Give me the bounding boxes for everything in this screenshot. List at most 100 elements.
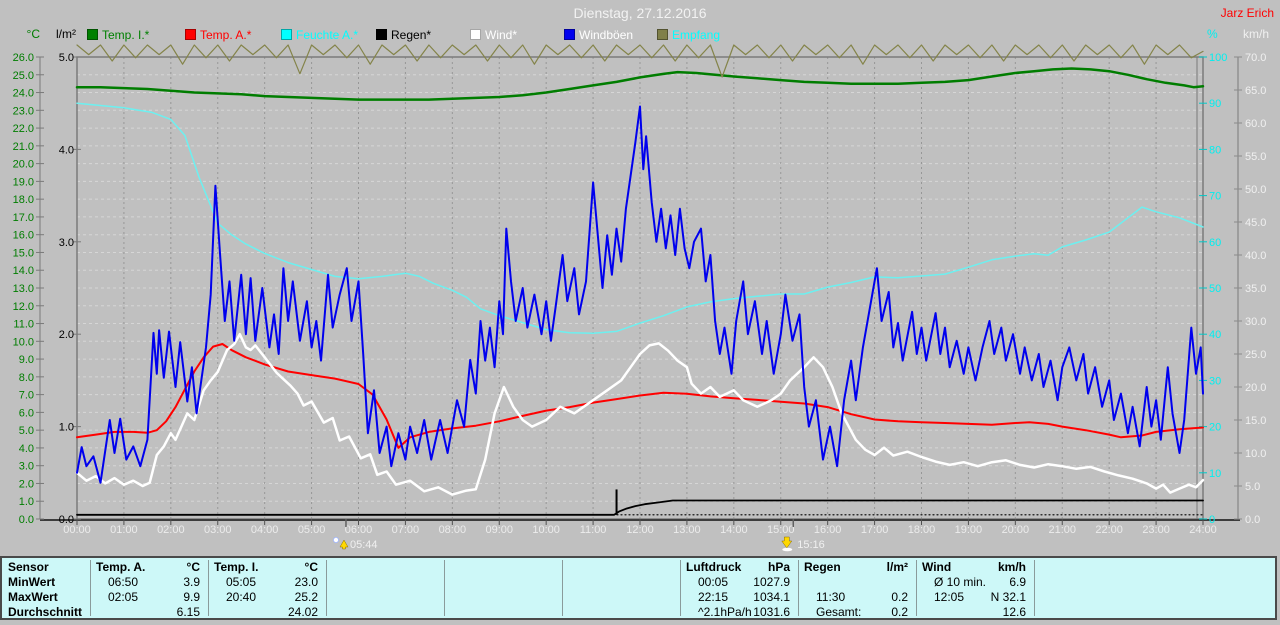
legend-item-temp-a[interactable]: Temp. A.*	[185, 28, 251, 42]
kmh-tick-label: 70.0	[1245, 52, 1266, 64]
kmh-tick-label: 40.0	[1245, 250, 1266, 262]
col-header-temp-i-: Temp. I.	[214, 560, 259, 574]
legend-label-regen: Regen*	[391, 27, 432, 42]
col-wind-time: Ø 10 min.	[934, 575, 987, 589]
legend-label-empfang: Empfang	[672, 27, 721, 42]
col-regen-value: 0.2	[891, 590, 908, 604]
row-label-sensor: Sensor	[8, 560, 49, 574]
percent-tick-label: 90	[1209, 98, 1221, 110]
time-tick-label: 09:00	[485, 524, 513, 536]
col-luftdruck-time: 00:05	[698, 575, 729, 589]
kmh-tick-label: 60.0	[1245, 118, 1266, 130]
user-name: Jarz Erich	[1220, 6, 1274, 20]
time-tick-label: 16:00	[814, 524, 842, 536]
table-divider	[208, 560, 209, 616]
time-tick-label: 18:00	[908, 524, 936, 536]
percent-tick-label: 10	[1209, 468, 1221, 480]
kmh-tick-label: 35.0	[1245, 283, 1266, 295]
page-title: Dienstag, 27.12.2016	[573, 5, 707, 21]
legend-item-temp-i[interactable]: Temp. I.*	[87, 28, 149, 42]
col-regen-time: 11:30	[816, 590, 846, 604]
legend-swatch-wind	[470, 29, 481, 40]
percent-tick-label: 20	[1209, 422, 1221, 434]
row-label-maxwert: MaxWert	[8, 590, 58, 604]
time-tick-label: 17:00	[861, 524, 889, 536]
kmh-tick-label: 65.0	[1245, 85, 1266, 97]
kmh-tick-label: 50.0	[1245, 184, 1266, 196]
table-divider	[680, 560, 681, 616]
time-tick-label: 06:00	[345, 524, 373, 536]
kmh-tick-label: 0.0	[1245, 514, 1260, 526]
col-temp-i--value: 25.2	[294, 590, 318, 604]
time-tick-label: 08:00	[439, 524, 467, 536]
series-feuchte-a-	[76, 102, 1204, 335]
table-divider	[90, 560, 91, 616]
temp-tick-label: 17.0	[13, 212, 34, 224]
col-luftdruck-value: 1031.6	[753, 605, 790, 619]
percent-tick-label: 80	[1209, 144, 1221, 156]
temp-tick-label: 18.0	[13, 194, 34, 206]
col-unit-luftdruck: hPa	[767, 560, 790, 574]
col-unit-temp-i-: °C	[304, 560, 318, 574]
temp-tick-label: 5.0	[19, 425, 34, 437]
time-tick-label: 07:00	[392, 524, 420, 536]
legend-item-empfang[interactable]: Empfang	[657, 27, 721, 42]
legend-item-windb-en[interactable]: Windböen	[564, 27, 634, 42]
percent-tick-label: 100	[1209, 52, 1227, 64]
time-tick-label: 21:00	[1048, 524, 1076, 536]
legend-label-windb-en: Windböen	[579, 27, 634, 42]
sunset-icon	[781, 536, 793, 552]
col-header-wind: Wind	[922, 560, 952, 574]
weather-chart-plot[interactable]: 0.0 1.0 2.0 3.0 4.0 5.0 6.0 7.0 8.0 9.0 10.0 11.0 12…	[0, 0, 1280, 556]
col-luftdruck-value: 1027.9	[753, 575, 790, 589]
table-divider	[916, 560, 917, 616]
col-temp-a--value: 3.9	[183, 575, 200, 589]
legend-item-regen[interactable]: Regen*	[376, 27, 432, 42]
table-divider	[444, 560, 445, 616]
col-temp-i--value: 23.0	[294, 575, 318, 589]
percent-tick-label: 0	[1209, 514, 1215, 526]
time-tick-label: 23:00	[1142, 524, 1170, 536]
col-temp-a--value: 6.15	[176, 605, 200, 619]
temp-tick-label: 1.0	[19, 496, 34, 508]
row-label-minwert: MinWert	[8, 575, 56, 589]
col-temp-a--time: 06:50	[108, 575, 139, 589]
series-windb-en	[76, 105, 1204, 484]
kmh-tick-label: 20.0	[1245, 382, 1266, 394]
sunset-time-label: 15:16	[797, 539, 825, 551]
col-regen-time: Gesamt:	[816, 605, 862, 619]
time-tick-label: 04:00	[251, 524, 279, 536]
col-temp-i--time: 20:40	[226, 590, 257, 604]
series-temp-i-	[75, 67, 1205, 101]
time-tick-label: 00:00	[63, 524, 91, 536]
table-divider	[1034, 560, 1035, 616]
time-tick-label: 12:00	[626, 524, 654, 536]
temp-tick-label: 6.0	[19, 407, 34, 419]
time-tick-label: 05:00	[298, 524, 326, 536]
time-tick-label: 13:00	[673, 524, 701, 536]
temp-tick-label: 4.0	[19, 443, 34, 455]
legend-item-wind[interactable]: Wind*	[470, 28, 517, 42]
temp-tick-label: 14.0	[13, 265, 34, 277]
rain-tick-label: 2.0	[59, 329, 74, 341]
time-tick-label: 14:00	[720, 524, 748, 536]
col-header-regen: Regen	[804, 560, 841, 574]
legend-swatch-temp-a	[185, 29, 196, 40]
kmh-tick-label: 25.0	[1245, 349, 1266, 361]
percent-tick-label: 30	[1209, 375, 1221, 387]
legend-swatch-feuchte-a	[281, 29, 292, 40]
series-wind	[75, 332, 1205, 496]
percent-tick-label: 70	[1209, 191, 1221, 203]
rain-tick-label: 1.0	[59, 422, 74, 434]
col-wind-time: 12:05	[934, 590, 965, 604]
temp-tick-label: 7.0	[19, 390, 34, 402]
temp-tick-label: 23.0	[13, 105, 34, 117]
row-label-durchschnitt: Durchschnitt	[8, 605, 83, 619]
percent-tick-label: 40	[1209, 329, 1221, 341]
temp-tick-label: 22.0	[13, 123, 34, 135]
kmh-tick-label: 30.0	[1245, 316, 1266, 328]
temp-tick-label: 9.0	[19, 354, 34, 366]
time-tick-label: 15:00	[767, 524, 795, 536]
legend-item-feuchte-a[interactable]: Feuchte A.*	[281, 28, 358, 42]
